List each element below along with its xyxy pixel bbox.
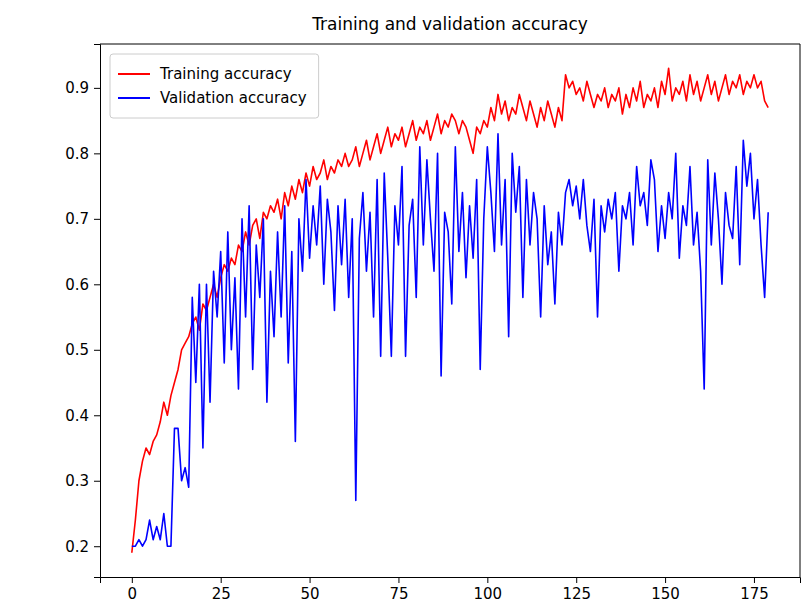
y-tick: 0.7 <box>65 210 100 228</box>
y-tick-label: 0.2 <box>65 538 89 556</box>
x-tick: 125 <box>562 577 591 603</box>
x-tick: 50 <box>301 577 320 603</box>
x-axis: 0 25 50 75 100 125 150 175 <box>101 577 801 603</box>
y-axis-line <box>94 45 101 578</box>
x-tick: 0 <box>128 577 138 603</box>
y-tick-label: 0.4 <box>65 407 89 425</box>
x-tick-label: 50 <box>301 585 320 603</box>
y-tick-label: 0.6 <box>65 276 89 294</box>
y-tick: 0.5 <box>65 341 100 359</box>
x-tick: 75 <box>389 577 408 603</box>
x-tick-label: 75 <box>389 585 408 603</box>
legend-label: Validation accuracy <box>160 89 307 107</box>
x-tick-label: 0 <box>128 585 138 603</box>
y-tick-mark <box>94 546 100 547</box>
y-tick: 0.4 <box>65 407 100 425</box>
legend-swatch <box>118 97 150 99</box>
series-line <box>132 134 768 547</box>
y-tick: 0.2 <box>65 538 100 556</box>
x-tick-mark <box>487 577 488 583</box>
chart-title: Training and validation accuracy <box>311 14 588 34</box>
legend-swatch <box>118 73 150 75</box>
x-tick-mark <box>398 577 399 583</box>
x-tick-label: 150 <box>651 585 680 603</box>
y-tick-label: 0.3 <box>65 472 89 490</box>
y-tick: 0.3 <box>65 472 100 490</box>
x-tick: 100 <box>474 577 503 603</box>
y-tick-mark <box>94 284 100 285</box>
y-tick-mark <box>94 415 100 416</box>
legend-label: Training accuracy <box>159 65 292 83</box>
x-tick-label: 175 <box>740 585 769 603</box>
legend: Training accuracy Validation accuracy <box>110 54 319 118</box>
y-tick-mark <box>94 350 100 351</box>
x-tick-label: 100 <box>474 585 503 603</box>
y-tick-mark <box>94 219 100 220</box>
series-line <box>132 68 768 553</box>
frame-right <box>800 44 801 577</box>
x-tick-mark <box>665 577 666 583</box>
chart: 0 25 50 75 100 125 150 175 0.2 0.3 0.4 0.5 0.6 0.7 0.8… <box>0 0 810 611</box>
x-tick-label: 25 <box>212 585 231 603</box>
y-tick-label: 0.9 <box>65 79 89 97</box>
plot-area <box>132 68 768 553</box>
x-tick: 150 <box>651 577 680 603</box>
x-axis-line <box>101 578 801 584</box>
y-tick-label: 0.5 <box>65 341 89 359</box>
y-tick: 0.9 <box>65 79 100 97</box>
x-tick: 175 <box>740 577 769 603</box>
x-tick-label: 125 <box>562 585 591 603</box>
y-tick-mark <box>94 88 100 89</box>
x-tick: 25 <box>212 577 231 603</box>
y-tick: 0.6 <box>65 276 100 294</box>
y-tick-mark <box>94 153 100 154</box>
y-tick-mark <box>94 481 100 482</box>
y-tick-label: 0.8 <box>65 145 89 163</box>
y-axis: 0.2 0.3 0.4 0.5 0.6 0.7 0.8 0.9 <box>65 45 100 578</box>
y-tick: 0.8 <box>65 145 100 163</box>
legend-box <box>110 54 319 118</box>
x-tick-mark <box>310 577 311 583</box>
x-tick-mark <box>576 577 577 583</box>
frame-top <box>100 44 800 45</box>
x-tick-mark <box>754 577 755 583</box>
y-tick-label: 0.7 <box>65 210 89 228</box>
x-tick-mark <box>221 577 222 583</box>
x-tick-mark <box>132 577 133 583</box>
